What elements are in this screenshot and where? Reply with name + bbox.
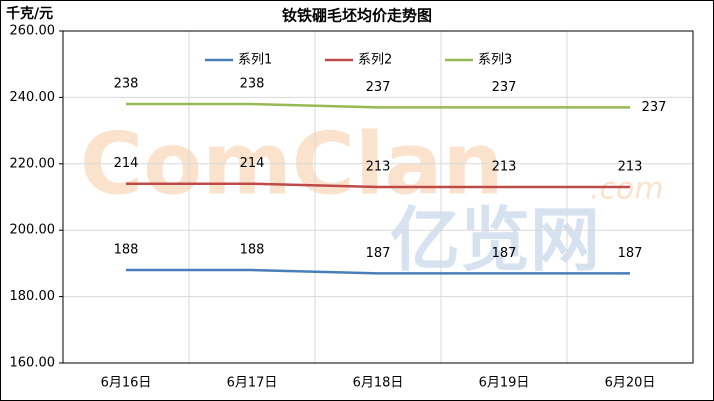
series-line bbox=[126, 268, 630, 275]
data-label: 213 bbox=[366, 160, 391, 175]
plot-border bbox=[62, 30, 694, 364]
watermark: ComClan .com 亿览网 bbox=[80, 114, 664, 281]
y-tick-label: 160.00 bbox=[10, 356, 56, 371]
series-line bbox=[126, 102, 630, 109]
x-tick-label: 6月20日 bbox=[605, 376, 656, 391]
data-label: 187 bbox=[492, 246, 517, 261]
watermark-cn: 亿览网 bbox=[390, 199, 600, 281]
y-tick-label: 200.00 bbox=[10, 223, 56, 238]
data-label: 188 bbox=[240, 243, 265, 258]
x-tick-label: 6月18日 bbox=[353, 376, 404, 391]
data-label: 214 bbox=[114, 156, 139, 171]
y-tick-label: 220.00 bbox=[10, 156, 56, 171]
x-tick-label: 6月19日 bbox=[479, 376, 530, 391]
y-tick-label: 180.00 bbox=[10, 289, 56, 304]
data-label: 187 bbox=[366, 246, 391, 261]
data-label: 238 bbox=[240, 77, 265, 92]
legend-label: 系列1 bbox=[238, 53, 272, 68]
data-label: 187 bbox=[618, 246, 643, 261]
legend-label: 系列3 bbox=[478, 53, 512, 68]
chart-title: 钕铁硼毛坯均价走势图 bbox=[282, 7, 432, 25]
legend-label: 系列2 bbox=[358, 53, 392, 68]
data-label: 238 bbox=[114, 77, 139, 92]
x-tick-label: 6月16日 bbox=[101, 376, 152, 391]
data-label: 188 bbox=[114, 243, 139, 258]
data-label: 237 bbox=[492, 80, 517, 95]
x-tick-label: 6月17日 bbox=[227, 376, 278, 391]
data-label: 213 bbox=[492, 160, 517, 175]
data-label: 237 bbox=[642, 100, 667, 115]
y-tick-label: 260.00 bbox=[10, 24, 56, 39]
y-unit: 千克/元 bbox=[6, 5, 53, 22]
series-line bbox=[126, 182, 630, 189]
data-label: 214 bbox=[240, 156, 265, 171]
y-tick-label: 240.00 bbox=[10, 90, 56, 105]
watermark-brand: ComClan bbox=[80, 114, 504, 214]
data-label: 237 bbox=[366, 80, 391, 95]
watermark-domain: .com bbox=[590, 172, 664, 207]
data-label: 213 bbox=[618, 160, 643, 175]
